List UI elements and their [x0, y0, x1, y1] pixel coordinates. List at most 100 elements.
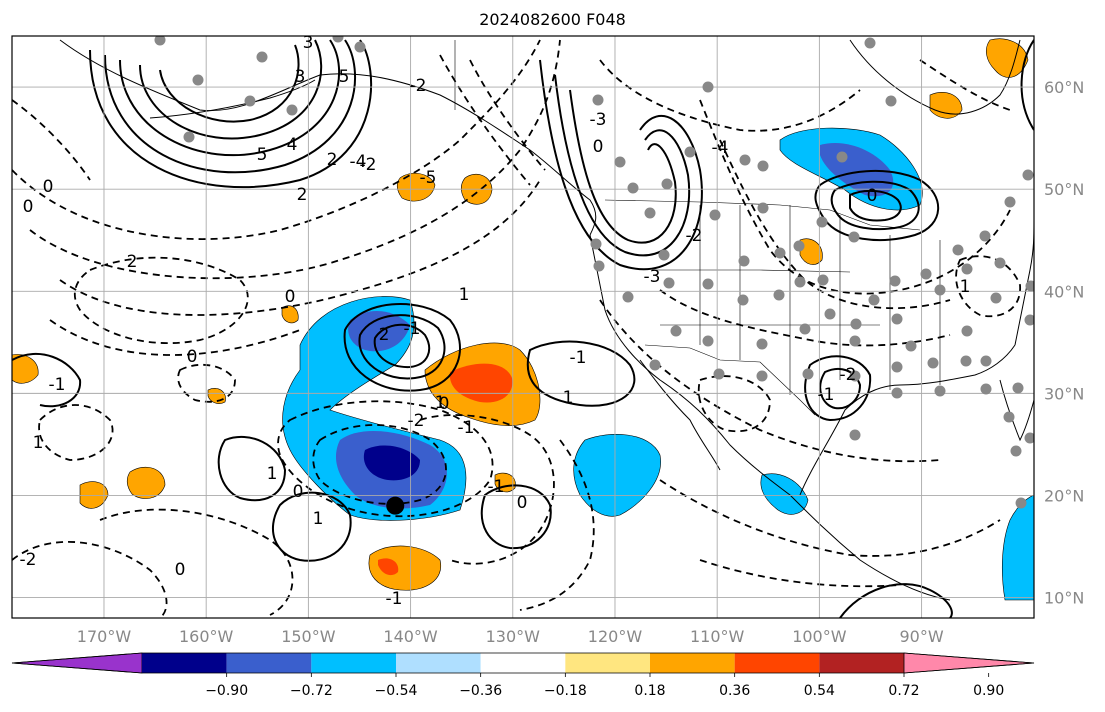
colorbar-tick-label: 0.36 — [719, 683, 750, 699]
contour-value-label: -1 — [458, 418, 475, 438]
contour-value-label: -2 — [840, 365, 857, 385]
contour-value-label: 1 — [459, 285, 470, 305]
colorbar-tick-label: −0.72 — [290, 683, 333, 699]
colorbar-outline — [11, 652, 1035, 674]
contour-line — [1020, 39, 1034, 131]
state-line — [655, 269, 851, 273]
contour-value-label: 1 — [960, 277, 971, 297]
lat-tick-label: 20°N — [1044, 486, 1084, 505]
positive-anomaly-region — [281, 305, 299, 324]
contour-line — [569, 89, 677, 244]
contour-line — [659, 479, 1001, 557]
contour-line — [99, 508, 294, 616]
colorbar-tick-label: 0.54 — [804, 683, 835, 699]
contour-value-label: 3 — [303, 33, 314, 53]
contour-line — [539, 59, 703, 271]
colorbar-segment — [142, 653, 227, 673]
strongest-negative-anomaly-region — [363, 445, 420, 481]
strong-positive-anomaly-region — [378, 558, 399, 576]
contour-value-label: -4 — [712, 138, 729, 158]
contour-line — [59, 179, 541, 316]
contour-value-label: 5 — [257, 145, 268, 165]
contour-line — [814, 170, 940, 241]
contour-value-label: -1 — [404, 319, 421, 339]
contour-value-label: 1 — [33, 433, 44, 453]
contour-value-label: 1 — [435, 393, 446, 413]
contour-value-label: -3 — [590, 110, 607, 130]
coastline-hudson — [849, 39, 1021, 115]
positive-anomaly-region — [368, 545, 442, 591]
storm-center-marker — [386, 496, 405, 515]
contour-line — [599, 299, 941, 463]
contour-line — [343, 303, 461, 392]
positive-anomaly-region — [396, 172, 436, 202]
colorbar-segment — [396, 653, 481, 673]
colorbar-tick-label: −0.54 — [375, 683, 418, 699]
contour-line — [830, 180, 920, 230]
lat-tick-label: 60°N — [1044, 78, 1084, 97]
contour-value-label: 0 — [867, 186, 878, 206]
lat-tick-label: 30°N — [1044, 384, 1084, 403]
contour-line — [519, 439, 595, 611]
contour-line — [12, 541, 168, 618]
contour-line — [699, 559, 901, 588]
contour-value-label: 0 — [593, 137, 604, 157]
contour-line — [271, 491, 352, 562]
contour-line — [38, 404, 114, 461]
contour-line — [469, 59, 546, 171]
contour-line — [217, 435, 287, 502]
map-background — [12, 36, 1034, 618]
colorbar-segment — [311, 653, 396, 673]
contour-value-label: -2 — [408, 411, 425, 431]
contour-line — [159, 44, 300, 123]
contour-line — [73, 256, 249, 344]
contour-value-label: -2 — [20, 550, 37, 570]
contour-line — [919, 59, 1011, 111]
contour-value-label: -4 — [350, 152, 367, 172]
contour-value-label: 2 — [327, 150, 338, 170]
contour-value-label: -2 — [410, 76, 427, 96]
contour-value-label: 0 — [43, 177, 54, 197]
lat-tick-label: 50°N — [1044, 180, 1084, 199]
colorbar: −0.90 −0.72 −0.54 −0.36 −0.18 0.18 0.36 0.54 0.7… — [11, 652, 1035, 699]
colorbar-segment — [565, 653, 650, 673]
contour-value-label: 2 — [297, 185, 308, 205]
colorbar-segment — [819, 653, 904, 673]
contour-line — [697, 375, 771, 433]
lat-tick-label: 10°N — [1044, 589, 1084, 608]
contour-line — [849, 189, 902, 222]
strong-positive-anomaly-region — [449, 363, 513, 403]
contour-line — [104, 39, 356, 174]
lon-tick-label: 150°W — [281, 627, 336, 646]
contour-line — [177, 363, 236, 403]
positive-anomaly-region — [929, 91, 963, 119]
lon-tick-label: 130°W — [486, 627, 541, 646]
colorbar-tick-label: 0.72 — [888, 683, 919, 699]
coastline-west-north-america — [589, 234, 951, 601]
station-dots — [154, 36, 1034, 509]
coastline-baja — [639, 359, 721, 471]
contour-value-label: 0 — [517, 493, 528, 513]
lon-tick-label: 100°W — [792, 627, 847, 646]
colorbar-segment — [480, 653, 566, 673]
us-canada-border — [604, 199, 921, 231]
contour-line — [358, 314, 446, 380]
contour-value-label: -1 — [49, 375, 66, 395]
contour-value-label: -1 — [386, 589, 403, 609]
negative-anomaly-region — [760, 473, 809, 515]
contour-value-label: 1 — [267, 464, 278, 484]
contour-value-label: 5 — [339, 67, 350, 87]
contour-line — [89, 39, 373, 189]
contour-value-label: -1 — [488, 477, 505, 497]
contour-value-label: -1 — [818, 385, 835, 405]
contour-line — [480, 484, 552, 550]
coastline-florida — [999, 379, 1034, 442]
contour-value-label: -3 — [644, 267, 661, 287]
contour-line — [12, 99, 91, 181]
contour-value-label: -1 — [570, 348, 587, 368]
colorbar-tick-label: −0.36 — [459, 683, 502, 699]
lat-axis-labels: 60°N 50°N 40°N 30°N 20°N 10°N — [1044, 78, 1084, 608]
lat-tick-label: 40°N — [1044, 282, 1084, 301]
coastline-gulf — [799, 344, 1016, 496]
